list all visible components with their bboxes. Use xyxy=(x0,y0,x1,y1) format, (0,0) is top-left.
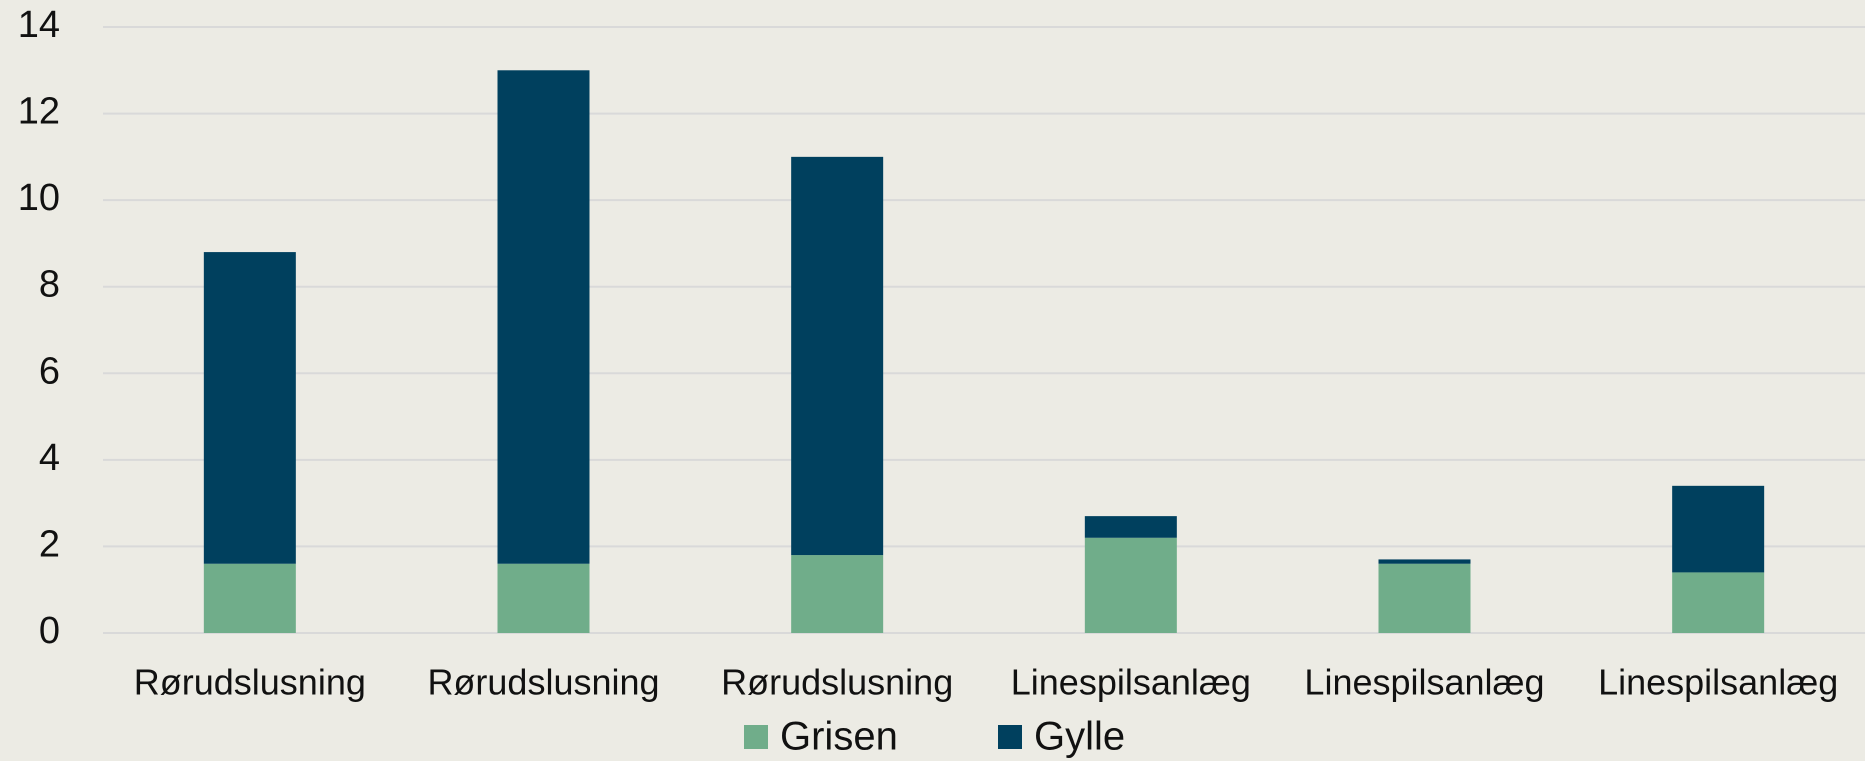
y-tick-label: 4 xyxy=(39,437,60,479)
y-tick-label: 2 xyxy=(39,523,60,565)
bar-segment xyxy=(203,252,296,564)
y-tick-label: 8 xyxy=(39,264,60,306)
bar-segment xyxy=(1084,537,1177,633)
x-tick-label: Rørudslusning xyxy=(721,662,953,703)
bar-segment xyxy=(497,563,590,633)
y-tick-label: 0 xyxy=(39,610,60,652)
bar-segment xyxy=(1378,559,1471,564)
legend-swatch xyxy=(998,725,1022,749)
x-tick-label: Linespilsanlæg xyxy=(1011,662,1251,703)
x-tick-label: Linespilsanlæg xyxy=(1304,662,1544,703)
bar-segment xyxy=(1672,572,1765,633)
y-tick-label: 12 xyxy=(18,91,60,133)
bar-segment xyxy=(791,555,884,633)
x-tick-label: Rørudslusning xyxy=(134,662,366,703)
bar-segment xyxy=(203,563,296,633)
legend-swatch xyxy=(744,725,768,749)
x-tick-label: Rørudslusning xyxy=(427,662,659,703)
bar-segment xyxy=(791,156,884,556)
bar-segment xyxy=(1672,485,1765,573)
y-tick-label: 6 xyxy=(39,350,60,392)
legend-label: Grisen xyxy=(780,715,898,759)
legend-label: Gylle xyxy=(1034,715,1125,759)
bar-segment xyxy=(1084,516,1177,538)
y-tick-label: 10 xyxy=(18,177,60,219)
x-tick-label: Linespilsanlæg xyxy=(1598,662,1838,703)
y-tick-label: 14 xyxy=(18,4,60,46)
bar-segment xyxy=(1378,563,1471,633)
bar-segment xyxy=(497,70,590,564)
